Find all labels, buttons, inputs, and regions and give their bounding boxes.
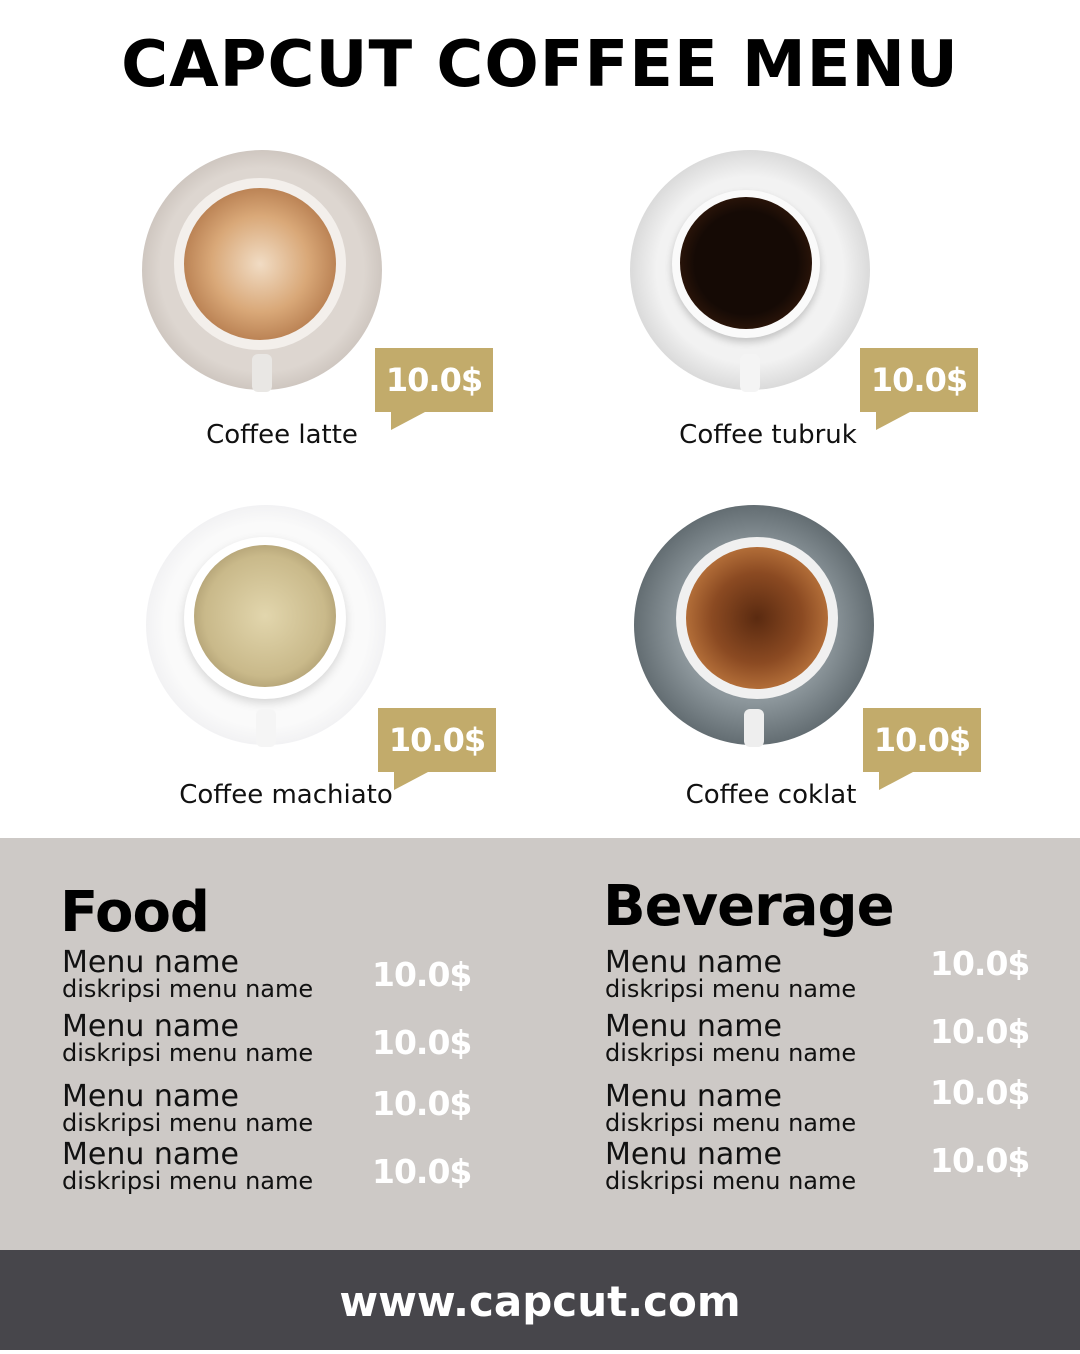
item-desc: diskripsi menu name (605, 1109, 857, 1137)
coffee-coklat-image (634, 505, 874, 747)
food-item: Menu name diskripsi menu name (62, 1082, 482, 1142)
beverage-price: 10.0$ (930, 1012, 1030, 1051)
beverage-price: 10.0$ (930, 1073, 1030, 1112)
coffee-tubruk-image (630, 150, 870, 392)
food-price: 10.0$ (372, 955, 472, 994)
food-item: Menu name diskripsi menu name (62, 1140, 482, 1200)
price-tag: 10.0$ (860, 348, 978, 430)
item-desc: diskripsi menu name (62, 975, 314, 1003)
beverage-heading: Beverage (603, 874, 895, 939)
menu-list-section (0, 838, 1080, 1250)
item-name: Menu name (605, 1009, 782, 1044)
beverage-price: 10.0$ (930, 1141, 1030, 1180)
coffee-name: Coffee latte (206, 420, 358, 450)
item-name: Menu name (605, 945, 782, 980)
item-desc: diskripsi menu name (605, 1167, 857, 1195)
beverage-item: Menu name diskripsi menu name (605, 1140, 1025, 1200)
food-price: 10.0$ (372, 1084, 472, 1123)
coffee-name: Coffee tubruk (679, 420, 857, 450)
food-item: Menu name diskripsi menu name (62, 1012, 482, 1072)
website-link[interactable]: www.capcut.com (339, 1277, 741, 1326)
price-tag: 10.0$ (378, 708, 496, 790)
coffee-name: Coffee coklat (685, 780, 857, 810)
item-name: Menu name (62, 1137, 239, 1172)
food-price: 10.0$ (372, 1152, 472, 1191)
beverage-item: Menu name diskripsi menu name (605, 948, 1025, 1008)
beverage-price: 10.0$ (930, 944, 1030, 983)
item-desc: diskripsi menu name (62, 1109, 314, 1137)
beverage-item: Menu name diskripsi menu name (605, 1012, 1025, 1072)
food-price: 10.0$ (372, 1023, 472, 1062)
beverage-item: Menu name diskripsi menu name (605, 1082, 1025, 1142)
page-title: CAPCUT COFFEE MENU (121, 28, 959, 102)
item-desc: diskripsi menu name (605, 1039, 857, 1067)
food-item: Menu name diskripsi menu name (62, 948, 482, 1008)
item-desc: diskripsi menu name (62, 1039, 314, 1067)
coffee-name: Coffee machiato (179, 780, 393, 810)
price-tag: 10.0$ (863, 708, 981, 790)
coffee-latte-image (142, 150, 382, 392)
item-name: Menu name (62, 945, 239, 980)
item-name: Menu name (605, 1079, 782, 1114)
item-name: Menu name (62, 1009, 239, 1044)
price-tag: 10.0$ (375, 348, 493, 430)
footer-bar (0, 1250, 1080, 1350)
item-name: Menu name (605, 1137, 782, 1172)
coffee-machiato-image (146, 505, 386, 747)
food-heading: Food (60, 880, 210, 945)
item-name: Menu name (62, 1079, 239, 1114)
item-desc: diskripsi menu name (605, 975, 857, 1003)
item-desc: diskripsi menu name (62, 1167, 314, 1195)
